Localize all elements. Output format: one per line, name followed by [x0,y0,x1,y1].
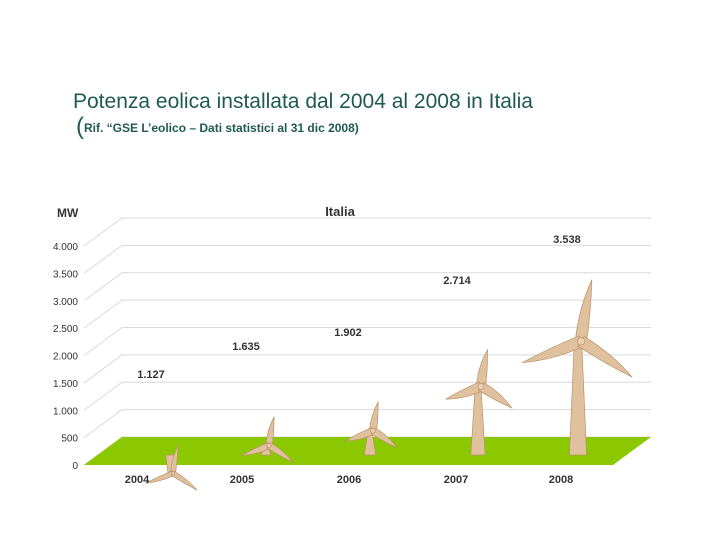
data-label: 1.902 [334,327,362,339]
y-tick-label: 3.500 [53,269,78,280]
slide-subtitle: (Rif. “GSE L’eolico – Dati statistici al… [76,113,359,140]
turbine-bar [344,400,399,456]
turbine-bar [522,279,633,456]
y-tick-label: 0 [72,461,78,472]
y-tick-label: 1.500 [53,379,78,390]
slide-title: Potenza eolica installata dal 2004 al 20… [73,90,533,113]
y-tick-label: 2.000 [53,352,78,363]
data-label: 3.538 [553,234,581,246]
y-tick-label: 3.000 [53,297,78,308]
x-tick-label: 2006 [337,474,361,486]
y-axis-label: MW [57,206,79,220]
y-tick-label: 500 [61,434,78,445]
turbine-bars [145,279,633,491]
subtitle-paren: ( [76,113,84,140]
x-tick-label: 2008 [549,474,573,486]
x-tick-label: 2004 [125,474,150,486]
data-label: 1.127 [137,369,165,381]
turbine-bar [444,348,513,456]
x-tick-label: 2005 [230,474,254,486]
x-tick-labels: 2004 2005 2006 2007 2008 [125,474,573,486]
y-tick-labels: 0 500 1.000 1.500 2.000 2.500 3.000 3.500 4.000 [53,242,78,472]
y-tick-label: 2.500 [53,324,78,335]
turbine-bar [241,416,294,463]
gridline [83,327,651,356]
gridline [83,217,651,247]
gridline [83,299,651,329]
chart-title: Italia [325,204,355,219]
data-label: 1.635 [232,341,260,353]
y-tick-label: 4.000 [53,242,78,253]
gridline [83,381,651,411]
turbine-bar [145,444,198,491]
data-labels: 1.127 1.635 1.902 2.714 3.538 [137,234,581,381]
gridline [83,272,651,302]
data-label: 2.714 [443,275,471,287]
x-tick-label: 2007 [444,474,468,486]
gridline [83,354,651,384]
gridline [83,244,651,274]
y-tick-label: 1.000 [53,406,78,417]
subtitle-reference: Rif. “GSE L’eolico – Dati statistici al … [84,121,359,135]
